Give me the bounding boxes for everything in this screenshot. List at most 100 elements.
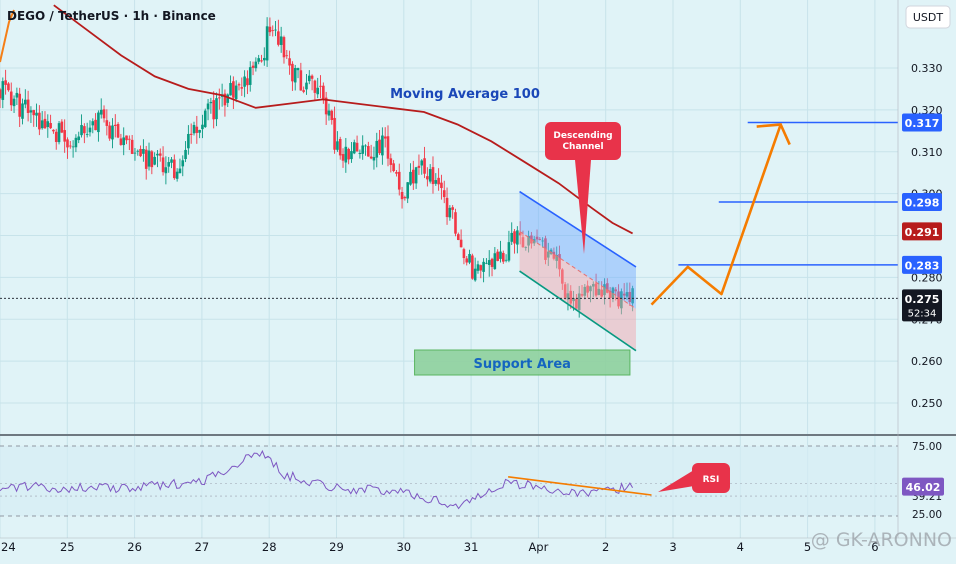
- candle-body[interactable]: [15, 92, 19, 98]
- candle-body[interactable]: [389, 158, 393, 165]
- candle-body[interactable]: [201, 124, 204, 130]
- candle-body[interactable]: [431, 167, 435, 185]
- candle-body[interactable]: [52, 129, 55, 132]
- candle-body[interactable]: [268, 26, 272, 33]
- candle-body[interactable]: [187, 133, 190, 149]
- candle-body[interactable]: [88, 127, 92, 133]
- candle-body[interactable]: [203, 110, 207, 128]
- candle-body[interactable]: [153, 156, 156, 165]
- candle-body[interactable]: [35, 112, 38, 116]
- moving-average-100-line[interactable]: [53, 4, 634, 235]
- candle-body[interactable]: [504, 259, 508, 261]
- candle-body[interactable]: [265, 26, 269, 61]
- candle-body[interactable]: [538, 238, 542, 240]
- projection-arrow[interactable]: [650, 124, 782, 306]
- candle-body[interactable]: [133, 152, 137, 154]
- candle-body[interactable]: [535, 236, 539, 240]
- candle-body[interactable]: [46, 121, 50, 128]
- price-badge[interactable]: 0.298: [902, 193, 942, 211]
- price-badge[interactable]: 0.291: [902, 222, 942, 241]
- candle-body[interactable]: [392, 163, 395, 171]
- candle-body[interactable]: [240, 87, 244, 89]
- candle-body[interactable]: [403, 197, 407, 199]
- candle-body[interactable]: [167, 162, 170, 167]
- candle-body[interactable]: [184, 149, 187, 160]
- candle-body[interactable]: [364, 145, 367, 147]
- candle-body[interactable]: [234, 85, 238, 100]
- rsi-current-badge[interactable]: 46.02: [902, 477, 944, 496]
- candle-body[interactable]: [189, 133, 193, 135]
- candle-body[interactable]: [260, 60, 263, 62]
- channel-upper-line[interactable]: [519, 190, 637, 268]
- candle-body[interactable]: [428, 169, 432, 182]
- candle-body[interactable]: [212, 100, 215, 120]
- candle-body[interactable]: [77, 136, 81, 141]
- candle-body[interactable]: [0, 89, 2, 99]
- candle-body[interactable]: [341, 154, 345, 161]
- candle-body[interactable]: [85, 134, 89, 135]
- candle-body[interactable]: [209, 101, 213, 104]
- candle-body[interactable]: [74, 137, 78, 148]
- candle-body[interactable]: [614, 289, 618, 292]
- candle-body[interactable]: [417, 165, 421, 168]
- candle-body[interactable]: [38, 112, 41, 130]
- candle-body[interactable]: [63, 130, 66, 142]
- candle-body[interactable]: [496, 251, 499, 261]
- candle-body[interactable]: [456, 234, 460, 240]
- candle-body[interactable]: [352, 142, 356, 154]
- candle-body[interactable]: [192, 125, 196, 134]
- candle-body[interactable]: [305, 82, 308, 90]
- candle-body[interactable]: [397, 171, 401, 190]
- candle-body[interactable]: [94, 119, 97, 131]
- candle-body[interactable]: [32, 110, 36, 116]
- candle-body[interactable]: [381, 135, 384, 156]
- candle-body[interactable]: [130, 139, 134, 154]
- candle-body[interactable]: [336, 141, 339, 150]
- candle-body[interactable]: [161, 157, 165, 173]
- candle-body[interactable]: [386, 136, 390, 159]
- candle-body[interactable]: [501, 252, 505, 262]
- candle-body[interactable]: [144, 149, 148, 169]
- candle-body[interactable]: [218, 97, 221, 99]
- candle-body[interactable]: [246, 78, 249, 86]
- candle-body[interactable]: [279, 36, 283, 45]
- candle-body[interactable]: [299, 70, 303, 91]
- candle-body[interactable]: [66, 139, 69, 148]
- candle-body[interactable]: [437, 177, 440, 185]
- candle-body[interactable]: [54, 131, 58, 142]
- candle-body[interactable]: [282, 37, 286, 58]
- candle-body[interactable]: [448, 207, 452, 218]
- candle-body[interactable]: [423, 158, 426, 174]
- candle-body[interactable]: [462, 249, 466, 259]
- candle-body[interactable]: [541, 240, 544, 242]
- candle-body[interactable]: [254, 61, 258, 69]
- candle-body[interactable]: [198, 130, 201, 133]
- candle-body[interactable]: [513, 231, 516, 244]
- candle-body[interactable]: [350, 151, 353, 160]
- candle-body[interactable]: [442, 190, 446, 198]
- candle-body[interactable]: [43, 118, 47, 129]
- candle-body[interactable]: [471, 255, 474, 279]
- candle-body[interactable]: [170, 159, 173, 163]
- candle-body[interactable]: [493, 253, 497, 269]
- candle-body[interactable]: [7, 83, 10, 91]
- candle-body[interactable]: [611, 287, 615, 298]
- candle-body[interactable]: [406, 182, 409, 199]
- candle-body[interactable]: [622, 293, 626, 296]
- candle-body[interactable]: [128, 138, 131, 140]
- candle-body[interactable]: [1, 81, 5, 100]
- candle-body[interactable]: [358, 152, 362, 154]
- current-price-badge[interactable]: 0.275 52:34: [902, 289, 942, 322]
- candle-body[interactable]: [271, 30, 275, 31]
- candle-body[interactable]: [628, 291, 632, 302]
- candle-body[interactable]: [490, 258, 494, 267]
- candle-body[interactable]: [80, 125, 83, 136]
- candle-body[interactable]: [181, 160, 185, 167]
- candle-body[interactable]: [319, 85, 322, 87]
- candle-body[interactable]: [111, 125, 114, 140]
- rsi-pane[interactable]: RSI: [0, 445, 898, 517]
- candle-body[interactable]: [338, 138, 342, 156]
- candle-body[interactable]: [60, 121, 64, 133]
- rsi-callout[interactable]: RSI: [658, 463, 730, 493]
- candle-body[interactable]: [105, 120, 109, 126]
